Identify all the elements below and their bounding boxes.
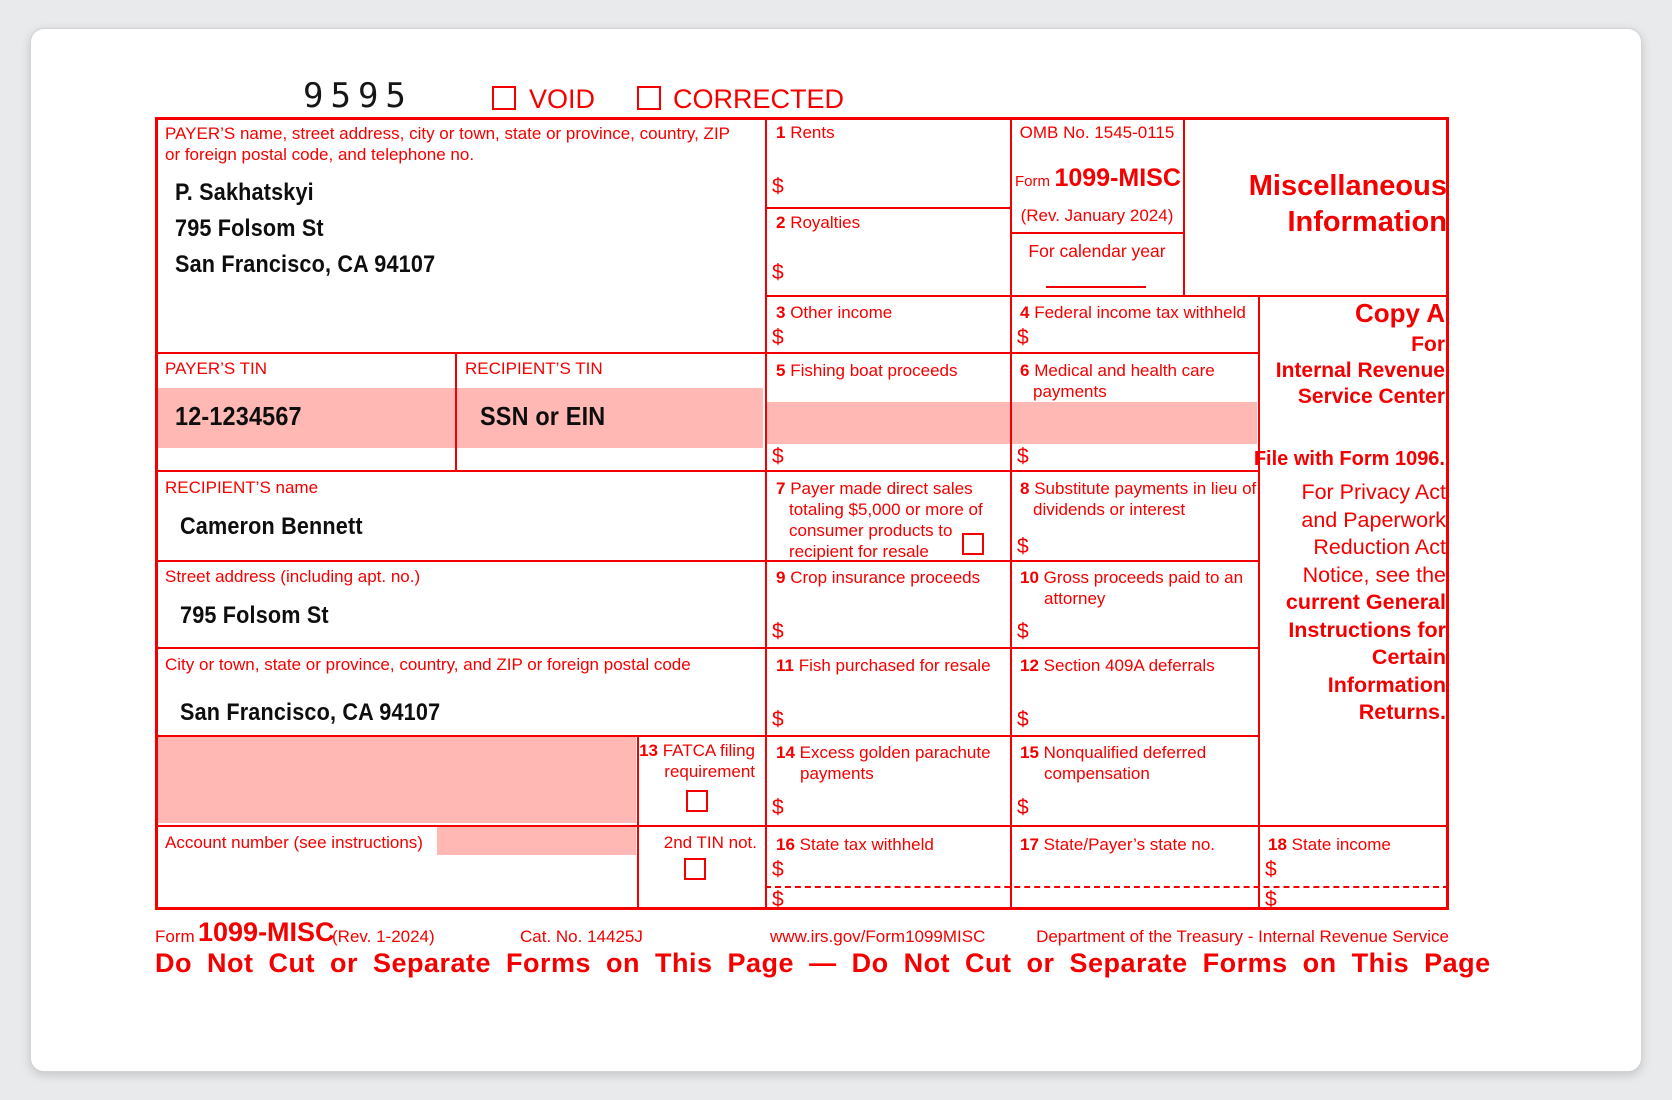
grid-line: [637, 735, 639, 910]
box17-label: 17 State/Payer’s state no.: [1020, 835, 1216, 854]
do-not-cut-warning: Do Not Cut or Separate Forms on This Pag…: [155, 948, 1491, 978]
footer-cat-no: Cat. No. 14425J: [520, 927, 643, 946]
city-value[interactable]: San Francisco, CA 94107: [180, 699, 441, 726]
grid-line: [155, 560, 1258, 562]
box9-label: 9 Crop insurance proceeds: [776, 568, 981, 587]
box13-fatca-checkbox[interactable]: [686, 790, 708, 812]
box4-label: 4 Federal income tax withheld: [1020, 303, 1246, 322]
city-label: City or town, state or province, country…: [165, 655, 691, 674]
second-tin-label: 2nd TIN not.: [663, 833, 757, 852]
box6-label: 6 Medical and health care payments: [1020, 361, 1215, 401]
recipient-tin-label: RECIPIENT’S TIN: [465, 359, 603, 378]
recipient-tin-value[interactable]: SSN or EIN: [480, 401, 606, 431]
box3-label: 3 Other income: [776, 303, 893, 322]
footer-revision: (Rev. 1-2024): [332, 927, 435, 946]
grid-line: [1258, 295, 1260, 910]
payer-tin-value[interactable]: 12-1234567: [175, 401, 302, 431]
tin-fields-highlight[interactable]: [158, 388, 763, 448]
recipient-name-label: RECIPIENT’S name: [165, 478, 319, 497]
form-card: [30, 28, 1642, 1072]
box3-amount[interactable]: $: [772, 326, 784, 349]
box16-amount-2[interactable]: $: [772, 888, 784, 911]
corrected-label: CORRECTED: [673, 84, 845, 114]
grid-line: [1183, 117, 1185, 295]
grid-line: [455, 352, 457, 470]
box4-amount[interactable]: $: [1017, 326, 1029, 349]
box11-label: 11 Fish purchased for resale: [776, 656, 991, 675]
box10-amount[interactable]: $: [1017, 620, 1029, 643]
street-address-value[interactable]: 795 Folsom St: [180, 602, 329, 629]
box16-amount-1[interactable]: $: [772, 858, 784, 881]
grid-line: [765, 207, 1010, 209]
copy-a-label: Copy A: [1354, 298, 1445, 328]
box1-amount[interactable]: $: [772, 175, 784, 198]
grid-line: [155, 825, 1449, 827]
box8-amount[interactable]: $: [1017, 535, 1029, 558]
box7-checkbox[interactable]: [962, 533, 984, 555]
calendar-year-label: For calendar year: [1028, 241, 1166, 261]
box16-label: 16 State tax withheld: [776, 835, 934, 854]
form-code-9595: 9595: [303, 76, 413, 116]
box18-amount-1[interactable]: $: [1265, 858, 1277, 881]
box12-label: 12 Section 409A deferrals: [1020, 656, 1215, 675]
box8-label: 8 Substitute payments in lieu of dividen…: [1020, 479, 1257, 519]
box15-amount[interactable]: $: [1017, 796, 1029, 819]
grid-line: [155, 735, 1258, 737]
file-with-label: File with Form 1096.: [1253, 448, 1445, 470]
calendar-year-blank[interactable]: [1046, 286, 1146, 288]
box11-amount[interactable]: $: [772, 708, 784, 731]
account-number-label: Account number (see instructions): [165, 833, 423, 852]
payer-info-value[interactable]: P. Sakhatskyi 795 Folsom St San Francisc…: [175, 176, 464, 284]
payer-city[interactable]: San Francisco, CA 94107: [175, 251, 436, 278]
footer-irs-url[interactable]: www.irs.gov/Form1099MISC: [770, 927, 986, 946]
grid-line: [765, 295, 1449, 297]
grid-line: [155, 647, 1258, 649]
box6-amount[interactable]: $: [1017, 445, 1029, 468]
box12-amount[interactable]: $: [1017, 708, 1029, 731]
grid-line: [765, 117, 767, 910]
privacy-act-notice: For Privacy Act and Paperwork Reduction …: [1285, 480, 1446, 724]
void-checkbox[interactable]: [492, 86, 516, 110]
payer-street[interactable]: 795 Folsom St: [175, 215, 324, 242]
box5-label: 5 Fishing boat proceeds: [776, 361, 958, 380]
void-label: VOID: [529, 84, 596, 114]
account-number-field[interactable]: [437, 827, 636, 855]
omb-number: OMB No. 1545-0115: [1019, 123, 1175, 142]
form-title: Miscellaneous Information: [1248, 170, 1447, 238]
payer-label: PAYER’S name, street address, city or to…: [165, 124, 731, 164]
second-tin-checkbox[interactable]: [684, 858, 706, 880]
grid-line: [155, 352, 1258, 354]
recipient-name-value[interactable]: Cameron Bennett: [180, 513, 363, 540]
payer-tin-label: PAYER’S TIN: [165, 359, 268, 378]
fatca-row-shaded-area: [158, 737, 636, 823]
box9-amount[interactable]: $: [772, 620, 784, 643]
box2-label: 2 Royalties: [776, 213, 861, 232]
box18-amount-2[interactable]: $: [1265, 888, 1277, 911]
street-address-label: Street address (including apt. no.): [165, 567, 421, 586]
footer-department: Department of the Treasury - Internal Re…: [1036, 927, 1449, 946]
box10-label: 10 Gross proceeds paid to an attorney: [1020, 568, 1244, 608]
box13-label: 13 FATCA filing requirement: [639, 741, 755, 781]
form-revision: (Rev. January 2024): [1020, 206, 1174, 225]
box5-amount[interactable]: $: [772, 445, 784, 468]
form-border: [155, 117, 1449, 910]
state-amounts-dashed-line: [765, 886, 1449, 888]
box18-label: 18 State income: [1268, 835, 1391, 854]
copy-a-recipient-block: For Internal Revenue Service Center: [1275, 333, 1445, 408]
grid-line: [1010, 117, 1012, 910]
footer-form-name: 1099-MISC: [198, 917, 335, 947]
box7-label: 7 Payer made direct sales totaling $5,00…: [776, 479, 983, 561]
box2-amount[interactable]: $: [772, 261, 784, 284]
footer-form-prefix: Form: [155, 927, 195, 946]
payer-name[interactable]: P. Sakhatskyi: [175, 179, 314, 206]
box14-label: 14 Excess golden parachute payments: [776, 743, 991, 783]
form-identifier: Form 1099-MISC: [1015, 164, 1181, 192]
corrected-checkbox[interactable]: [637, 86, 661, 110]
grid-line: [1010, 232, 1183, 234]
box1-label: 1 Rents: [776, 123, 835, 142]
box15-label: 15 Nonqualified deferred compensation: [1020, 743, 1207, 783]
box14-amount[interactable]: $: [772, 796, 784, 819]
grid-line: [155, 470, 1258, 472]
